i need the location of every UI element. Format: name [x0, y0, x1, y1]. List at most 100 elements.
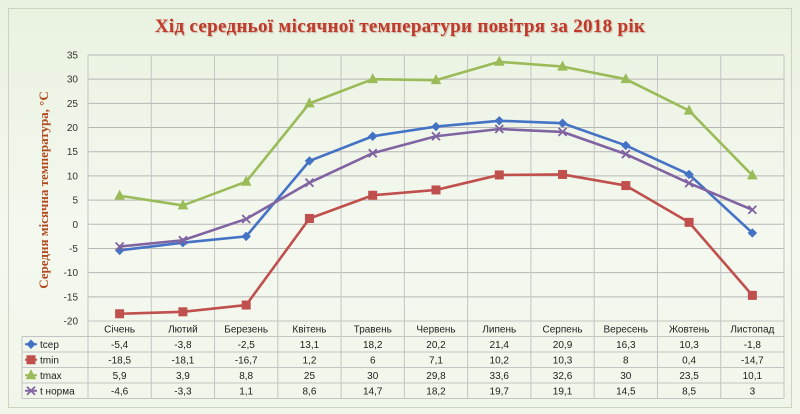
data-point	[621, 181, 631, 191]
data-table-cell: -14,7	[741, 355, 764, 366]
data-table-cell: 13,1	[300, 340, 320, 351]
data-table-cell: 21,4	[490, 340, 510, 351]
data-point	[304, 97, 315, 108]
data-table-cell: 14,5	[616, 386, 636, 397]
data-table-cell: -1,8	[744, 340, 762, 351]
data-point	[304, 156, 315, 166]
y-tick-label: -15	[64, 292, 79, 303]
data-point	[431, 185, 441, 195]
x-tick-label: Січень	[104, 325, 135, 336]
x-tick-label: Липень	[482, 325, 516, 336]
data-table-cell: -18,1	[172, 355, 195, 366]
data-point	[241, 300, 251, 310]
legend-swatch-marker	[26, 386, 36, 396]
x-tick-label: Квітень	[292, 325, 326, 336]
legend-entry: t норма	[40, 386, 75, 397]
x-tick-label: Червень	[416, 325, 455, 336]
data-table-cell: 30	[620, 371, 632, 382]
data-table-cell: 30	[367, 371, 379, 382]
legend-entry: tmax	[40, 371, 62, 382]
data-table-cell: 5,9	[113, 371, 127, 382]
x-tick-label: Березень	[224, 325, 268, 336]
x-tick-label: Лютий	[168, 325, 198, 336]
data-table-cell: 8	[623, 355, 629, 366]
y-tick-label: 15	[67, 147, 79, 158]
data-table-cell: 6	[370, 355, 376, 366]
data-table-cell: -3,3	[174, 386, 192, 397]
y-tick-label: 0	[72, 220, 78, 231]
y-tick-label: 20	[67, 123, 79, 134]
data-point	[115, 309, 125, 319]
data-point	[494, 170, 504, 180]
data-table-cell: -4,6	[111, 386, 129, 397]
data-point	[558, 169, 568, 179]
x-tick-label: Вересень	[603, 325, 648, 336]
data-point	[683, 104, 695, 115]
data-table-cell: 10,2	[490, 355, 510, 366]
y-tick-label: -20	[64, 317, 79, 328]
data-point	[368, 148, 378, 158]
data-table-cell: 20,2	[426, 340, 446, 351]
chart-title: Хід середньої місячної температури повіт…	[154, 16, 646, 37]
data-point	[430, 74, 442, 85]
data-table-cell: 14,7	[363, 386, 383, 397]
data-point	[684, 178, 694, 188]
data-table-cell: 19,7	[490, 386, 510, 397]
y-tick-label: -10	[64, 268, 79, 279]
data-table-cell: 8,8	[239, 371, 253, 382]
data-point	[747, 169, 758, 180]
data-point	[240, 175, 252, 186]
data-table-cell: 16,3	[616, 340, 636, 351]
data-point	[178, 307, 188, 317]
data-table-cell: 18,2	[363, 340, 383, 351]
x-tick-label: Травень	[354, 325, 392, 336]
y-tick-label: 25	[67, 99, 79, 110]
data-point	[177, 199, 189, 210]
data-point	[431, 121, 441, 132]
y-tick-label: 5	[72, 196, 78, 207]
data-table-cell: 20,9	[553, 340, 573, 351]
y-tick-label: 10	[67, 171, 79, 182]
x-tick-label: Серпень	[543, 325, 583, 336]
data-table-cell: 33,6	[490, 371, 510, 382]
data-table-cell: 10,1	[743, 371, 763, 382]
data-table-cell: 8,5	[682, 386, 696, 397]
data-point	[557, 60, 568, 71]
y-tick-label: -5	[69, 244, 78, 255]
data-table-cell: -3,8	[174, 340, 192, 351]
data-point	[684, 169, 694, 180]
legend-swatch-marker	[26, 339, 36, 349]
data-point	[493, 55, 505, 66]
data-point	[114, 241, 125, 252]
legend-swatch-marker	[26, 355, 36, 365]
data-point	[621, 149, 631, 159]
data-point	[178, 235, 188, 245]
data-table-cell: -2,5	[238, 340, 256, 351]
data-table-cell: 3	[750, 386, 756, 397]
x-tick-label: Листопад	[730, 325, 774, 336]
data-point	[114, 189, 125, 200]
data-table-cell: 29,8	[426, 371, 446, 382]
data-point	[431, 131, 441, 141]
data-point	[494, 124, 504, 134]
data-table-cell: -18,5	[108, 355, 131, 366]
legend-entry: tсер	[40, 340, 59, 351]
data-point	[368, 131, 378, 141]
data-table-cell: -5,4	[111, 340, 129, 351]
data-point	[241, 214, 251, 224]
data-point	[557, 127, 568, 137]
data-point	[304, 213, 314, 223]
data-point	[747, 228, 758, 238]
data-table-cell: 0,4	[682, 355, 696, 366]
data-table-cell: 8,6	[303, 386, 317, 397]
x-tick-label: Жовтень	[669, 325, 710, 336]
data-table-cell: 32,6	[553, 371, 573, 382]
y-tick-label: 30	[67, 75, 79, 86]
data-point	[557, 118, 568, 128]
data-table-cell: 1,2	[303, 355, 317, 366]
legend-swatch-marker	[25, 369, 37, 380]
data-table-cell: -16,7	[235, 355, 258, 366]
data-table-cell: 18,2	[426, 386, 446, 397]
legend-entry: tmin	[40, 355, 59, 366]
